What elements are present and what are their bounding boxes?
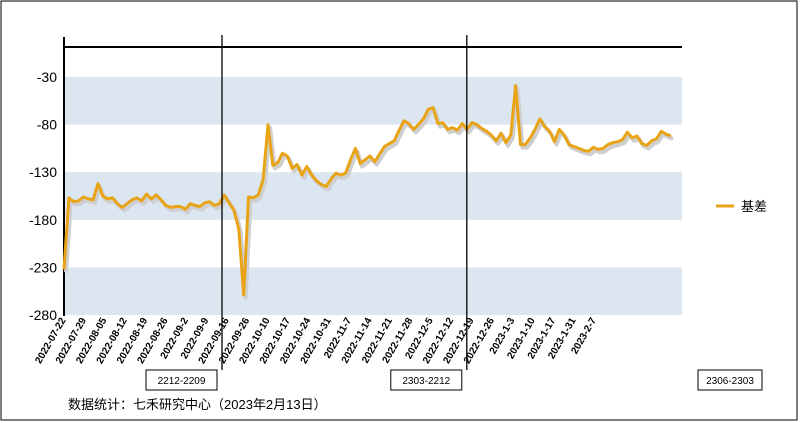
legend-label: 基差 — [741, 199, 767, 214]
y-tick-label: -180 — [29, 212, 57, 228]
source-note: 数据统计：七禾研究中心（2023年2月13日） — [68, 397, 327, 412]
y-tick-label: -130 — [29, 164, 57, 180]
extra-label-box: 2306-2303 — [697, 369, 763, 391]
vertical-marker-box — [390, 369, 463, 391]
y-tick-label: -80 — [37, 117, 57, 133]
vertical-marker-label: 2303-2212 — [402, 376, 450, 387]
y-tick-labels: -30 -80 -130 -180 -230 -280 — [29, 69, 57, 323]
legend: 基差 — [716, 199, 767, 214]
series-group — [62, 84, 674, 300]
vertical-marker-label: 2212-2209 — [158, 376, 206, 387]
series-line — [62, 84, 672, 297]
y-tick-label: -30 — [37, 69, 57, 85]
vertical-marker-box — [145, 369, 218, 391]
y-bands — [64, 77, 682, 315]
y-band — [64, 267, 682, 315]
vertical-markers: 2212-2209 2303-2212 — [145, 35, 468, 391]
y-band — [64, 77, 682, 125]
y-band — [64, 172, 682, 220]
extra-label: 2306-2303 — [706, 376, 754, 387]
y-tick-label: -280 — [29, 307, 57, 323]
y-tick-label: -230 — [29, 259, 57, 275]
